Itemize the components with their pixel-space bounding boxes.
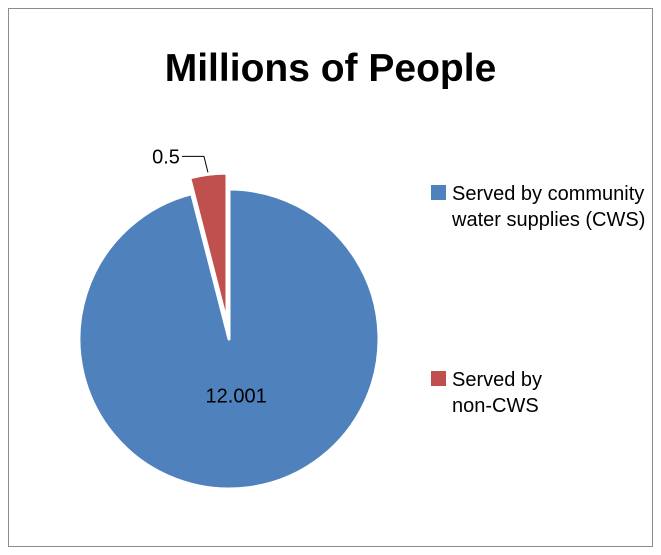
legend-swatch-non-cws <box>431 371 446 386</box>
legend-item-non-cws: Served by non-CWS <box>431 367 582 419</box>
data-label-non-cws: 0.5 <box>152 146 180 168</box>
legend-label-non-cws: Served by non-CWS <box>452 369 543 417</box>
data-label-leader-line <box>181 155 209 173</box>
chart-area: Millions of People 12.001 0.5 Served by c… <box>8 8 653 547</box>
legend-item-cws: Served by community water supplies (CWS) <box>431 181 652 233</box>
chart-title: Millions of People <box>164 47 497 90</box>
legend-label-cws: Served by community water supplies (CWS) <box>452 183 646 231</box>
pie-slice-cws <box>77 187 381 491</box>
pie-chart: 12.001 0.5 <box>77 146 381 491</box>
pie-slice-non-cws <box>188 171 229 325</box>
legend-swatch-cws <box>431 185 446 200</box>
data-label-cws: 12.001 <box>206 386 267 408</box>
